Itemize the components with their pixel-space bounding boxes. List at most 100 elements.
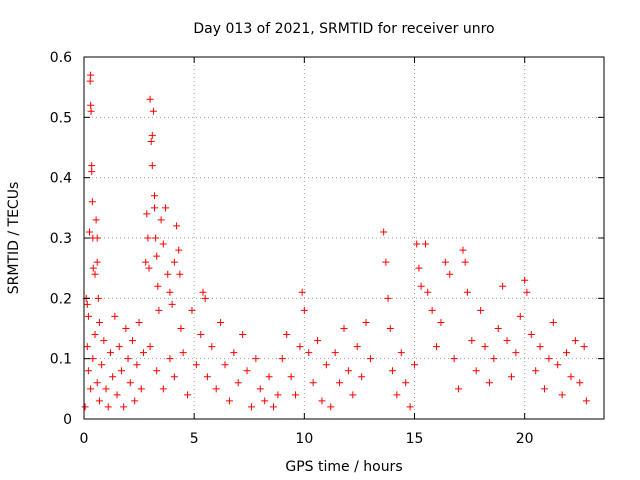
data-point bbox=[446, 270, 454, 278]
data-point bbox=[199, 288, 207, 296]
data-point bbox=[239, 331, 247, 339]
data-point bbox=[305, 349, 313, 357]
data-point bbox=[95, 318, 103, 326]
data-point bbox=[179, 349, 187, 357]
data-point bbox=[261, 397, 269, 405]
data-point bbox=[87, 107, 95, 115]
data-point bbox=[153, 252, 161, 260]
grid-lines bbox=[84, 57, 604, 419]
data-point bbox=[580, 343, 588, 351]
data-point bbox=[269, 403, 277, 411]
data-point bbox=[124, 355, 132, 363]
data-point bbox=[122, 325, 130, 332]
chart-title: Day 013 of 2021, SRMTID for receiver unr… bbox=[193, 21, 494, 37]
data-point bbox=[571, 337, 579, 345]
tick-marks bbox=[83, 56, 604, 420]
data-point bbox=[415, 264, 423, 272]
data-point bbox=[422, 240, 430, 248]
data-point bbox=[314, 337, 322, 345]
data-point bbox=[549, 318, 557, 326]
data-point bbox=[384, 294, 392, 302]
data-point bbox=[177, 325, 185, 332]
data-point bbox=[146, 343, 154, 351]
data-points bbox=[81, 71, 590, 411]
data-point bbox=[298, 288, 306, 296]
data-point bbox=[155, 306, 163, 314]
data-point bbox=[111, 312, 119, 320]
data-point bbox=[388, 367, 396, 375]
data-point bbox=[300, 306, 308, 314]
data-point bbox=[234, 379, 242, 387]
x-tick-label: 10 bbox=[295, 431, 313, 447]
data-point bbox=[527, 331, 535, 339]
data-point bbox=[147, 137, 155, 145]
data-point bbox=[507, 373, 515, 381]
data-point bbox=[441, 258, 449, 266]
data-point bbox=[523, 288, 531, 296]
data-point bbox=[133, 361, 141, 369]
data-point bbox=[120, 403, 128, 411]
data-point bbox=[93, 258, 101, 266]
data-point bbox=[567, 373, 575, 381]
data-point bbox=[109, 373, 117, 381]
data-point bbox=[139, 349, 147, 357]
data-point bbox=[327, 403, 335, 411]
data-point bbox=[184, 391, 192, 399]
data-point bbox=[499, 282, 507, 290]
data-point bbox=[481, 343, 489, 351]
data-point bbox=[93, 234, 101, 242]
data-point bbox=[135, 318, 143, 326]
data-point bbox=[115, 343, 123, 351]
data-point bbox=[278, 355, 286, 363]
data-point bbox=[149, 107, 157, 115]
data-point bbox=[532, 367, 540, 375]
data-point bbox=[450, 355, 458, 363]
data-point bbox=[349, 391, 357, 399]
data-point bbox=[225, 397, 233, 405]
data-point bbox=[148, 131, 156, 139]
data-point bbox=[83, 300, 91, 308]
data-point bbox=[102, 385, 110, 393]
data-point bbox=[148, 162, 156, 170]
data-point bbox=[145, 264, 153, 272]
data-point bbox=[87, 101, 95, 109]
data-point bbox=[256, 385, 264, 393]
data-point bbox=[287, 373, 295, 381]
data-point bbox=[296, 343, 304, 351]
data-point bbox=[362, 318, 370, 326]
data-point bbox=[86, 77, 94, 85]
data-point bbox=[411, 361, 419, 369]
data-point bbox=[84, 367, 92, 375]
data-point bbox=[461, 258, 469, 266]
x-tick-label: 0 bbox=[80, 431, 89, 447]
data-point bbox=[417, 282, 425, 290]
data-point bbox=[157, 216, 165, 224]
data-point bbox=[366, 355, 374, 363]
data-point bbox=[331, 349, 339, 357]
data-point bbox=[88, 162, 96, 170]
data-point bbox=[164, 270, 172, 278]
y-tick-label: 0.6 bbox=[50, 50, 72, 66]
y-tick-label: 0.1 bbox=[50, 352, 72, 368]
data-point bbox=[137, 385, 145, 393]
data-point bbox=[153, 367, 161, 375]
data-point bbox=[192, 361, 200, 369]
data-point bbox=[144, 234, 152, 242]
data-point bbox=[494, 325, 502, 332]
data-point bbox=[380, 228, 388, 236]
data-point bbox=[84, 312, 92, 320]
data-point bbox=[322, 361, 330, 369]
data-point bbox=[94, 294, 102, 302]
x-tick-label: 20 bbox=[516, 431, 534, 447]
data-point bbox=[336, 379, 344, 387]
data-point bbox=[162, 204, 170, 212]
data-point bbox=[353, 343, 361, 351]
data-point bbox=[428, 306, 436, 314]
y-tick-label: 0.5 bbox=[50, 110, 72, 126]
data-point bbox=[98, 361, 106, 369]
data-point bbox=[87, 385, 95, 393]
data-point bbox=[170, 373, 178, 381]
data-point bbox=[152, 234, 160, 242]
data-point bbox=[558, 391, 566, 399]
